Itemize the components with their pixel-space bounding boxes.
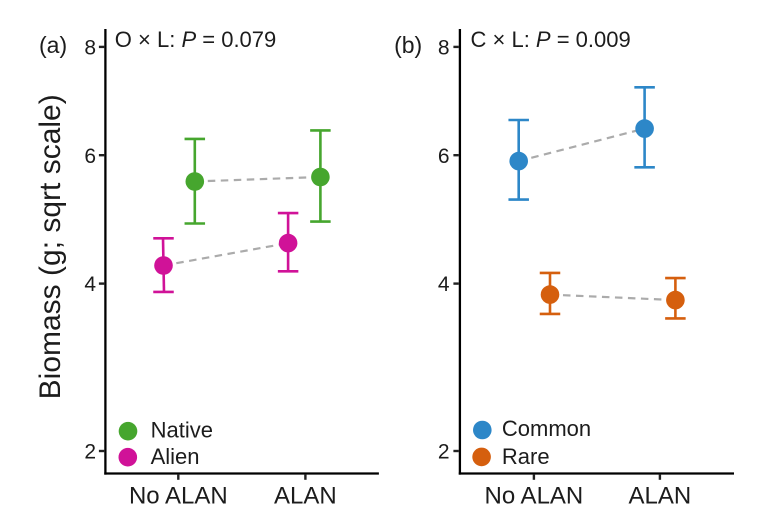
svg-text:Biomass (g; sqrt scale): Biomass (g; sqrt scale) (34, 94, 67, 399)
svg-text:4: 4 (438, 273, 450, 296)
svg-text:(a): (a) (39, 32, 67, 58)
svg-text:6: 6 (438, 145, 450, 168)
svg-text:2: 2 (438, 441, 450, 464)
svg-text:ALAN: ALAN (274, 482, 337, 509)
svg-text:8: 8 (438, 37, 450, 60)
svg-text:4: 4 (84, 273, 96, 296)
svg-text:6: 6 (84, 145, 96, 168)
svg-text:Alien: Alien (151, 444, 200, 469)
svg-text:Rare: Rare (502, 444, 550, 469)
svg-text:Native: Native (151, 418, 213, 443)
svg-text:O × L: P = 0.079: O × L: P = 0.079 (115, 27, 276, 52)
svg-text:C × L: P = 0.009: C × L: P = 0.009 (471, 27, 631, 52)
svg-text:No ALAN: No ALAN (129, 482, 228, 509)
svg-text:Common: Common (502, 416, 591, 441)
svg-text:ALAN: ALAN (629, 482, 692, 509)
svg-text:No ALAN: No ALAN (485, 482, 584, 509)
svg-text:2: 2 (84, 441, 96, 464)
svg-text:8: 8 (84, 37, 96, 60)
svg-text:(b): (b) (394, 32, 422, 58)
